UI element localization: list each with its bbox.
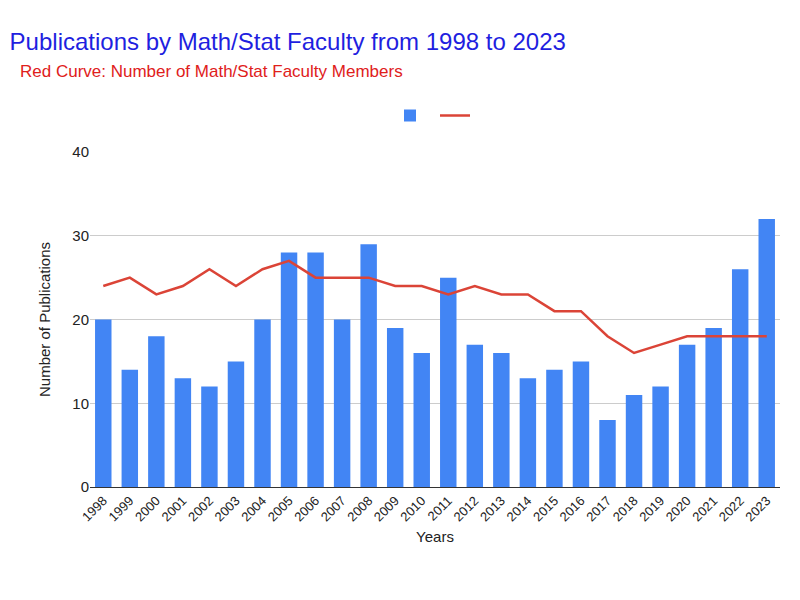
svg-text:2012: 2012 bbox=[450, 493, 481, 524]
svg-text:2013: 2013 bbox=[477, 493, 508, 524]
svg-text:Number of Publications: Number of Publications bbox=[36, 242, 53, 397]
svg-text:1999: 1999 bbox=[105, 493, 136, 524]
svg-text:Publications by Math/Stat Facu: Publications by Math/Stat Faculty from 1… bbox=[10, 28, 566, 55]
svg-text:10: 10 bbox=[72, 395, 89, 412]
svg-text:Red Curve: Number of Math/Stat: Red Curve: Number of Math/Stat Faculty M… bbox=[20, 62, 403, 81]
svg-text:20: 20 bbox=[72, 311, 89, 328]
svg-text:2022: 2022 bbox=[716, 493, 747, 524]
svg-text:2006: 2006 bbox=[291, 493, 322, 524]
svg-text:2019: 2019 bbox=[636, 493, 667, 524]
svg-text:2007: 2007 bbox=[318, 493, 349, 524]
svg-text:1998: 1998 bbox=[79, 493, 110, 524]
svg-text:2003: 2003 bbox=[212, 493, 243, 524]
svg-text:2021: 2021 bbox=[689, 493, 720, 524]
svg-text:2015: 2015 bbox=[530, 493, 561, 524]
svg-text:2002: 2002 bbox=[185, 493, 216, 524]
svg-text:2001: 2001 bbox=[159, 493, 190, 524]
svg-text:2009: 2009 bbox=[371, 493, 402, 524]
svg-text:2011: 2011 bbox=[425, 493, 455, 523]
svg-text:30: 30 bbox=[72, 227, 89, 244]
svg-text:2023: 2023 bbox=[742, 493, 773, 524]
svg-text:2017: 2017 bbox=[583, 493, 614, 524]
svg-text:0: 0 bbox=[81, 478, 89, 495]
svg-text:2004: 2004 bbox=[238, 493, 269, 524]
svg-text:2020: 2020 bbox=[663, 493, 694, 524]
svg-text:2016: 2016 bbox=[557, 493, 588, 524]
svg-text:2018: 2018 bbox=[610, 493, 641, 524]
svg-text:2000: 2000 bbox=[132, 493, 163, 524]
svg-text:2008: 2008 bbox=[344, 493, 375, 524]
svg-text:Years: Years bbox=[416, 528, 454, 545]
svg-text:2014: 2014 bbox=[504, 493, 535, 524]
svg-text:2010: 2010 bbox=[397, 493, 428, 524]
svg-text:2005: 2005 bbox=[265, 493, 296, 524]
svg-text:40: 40 bbox=[72, 143, 89, 160]
